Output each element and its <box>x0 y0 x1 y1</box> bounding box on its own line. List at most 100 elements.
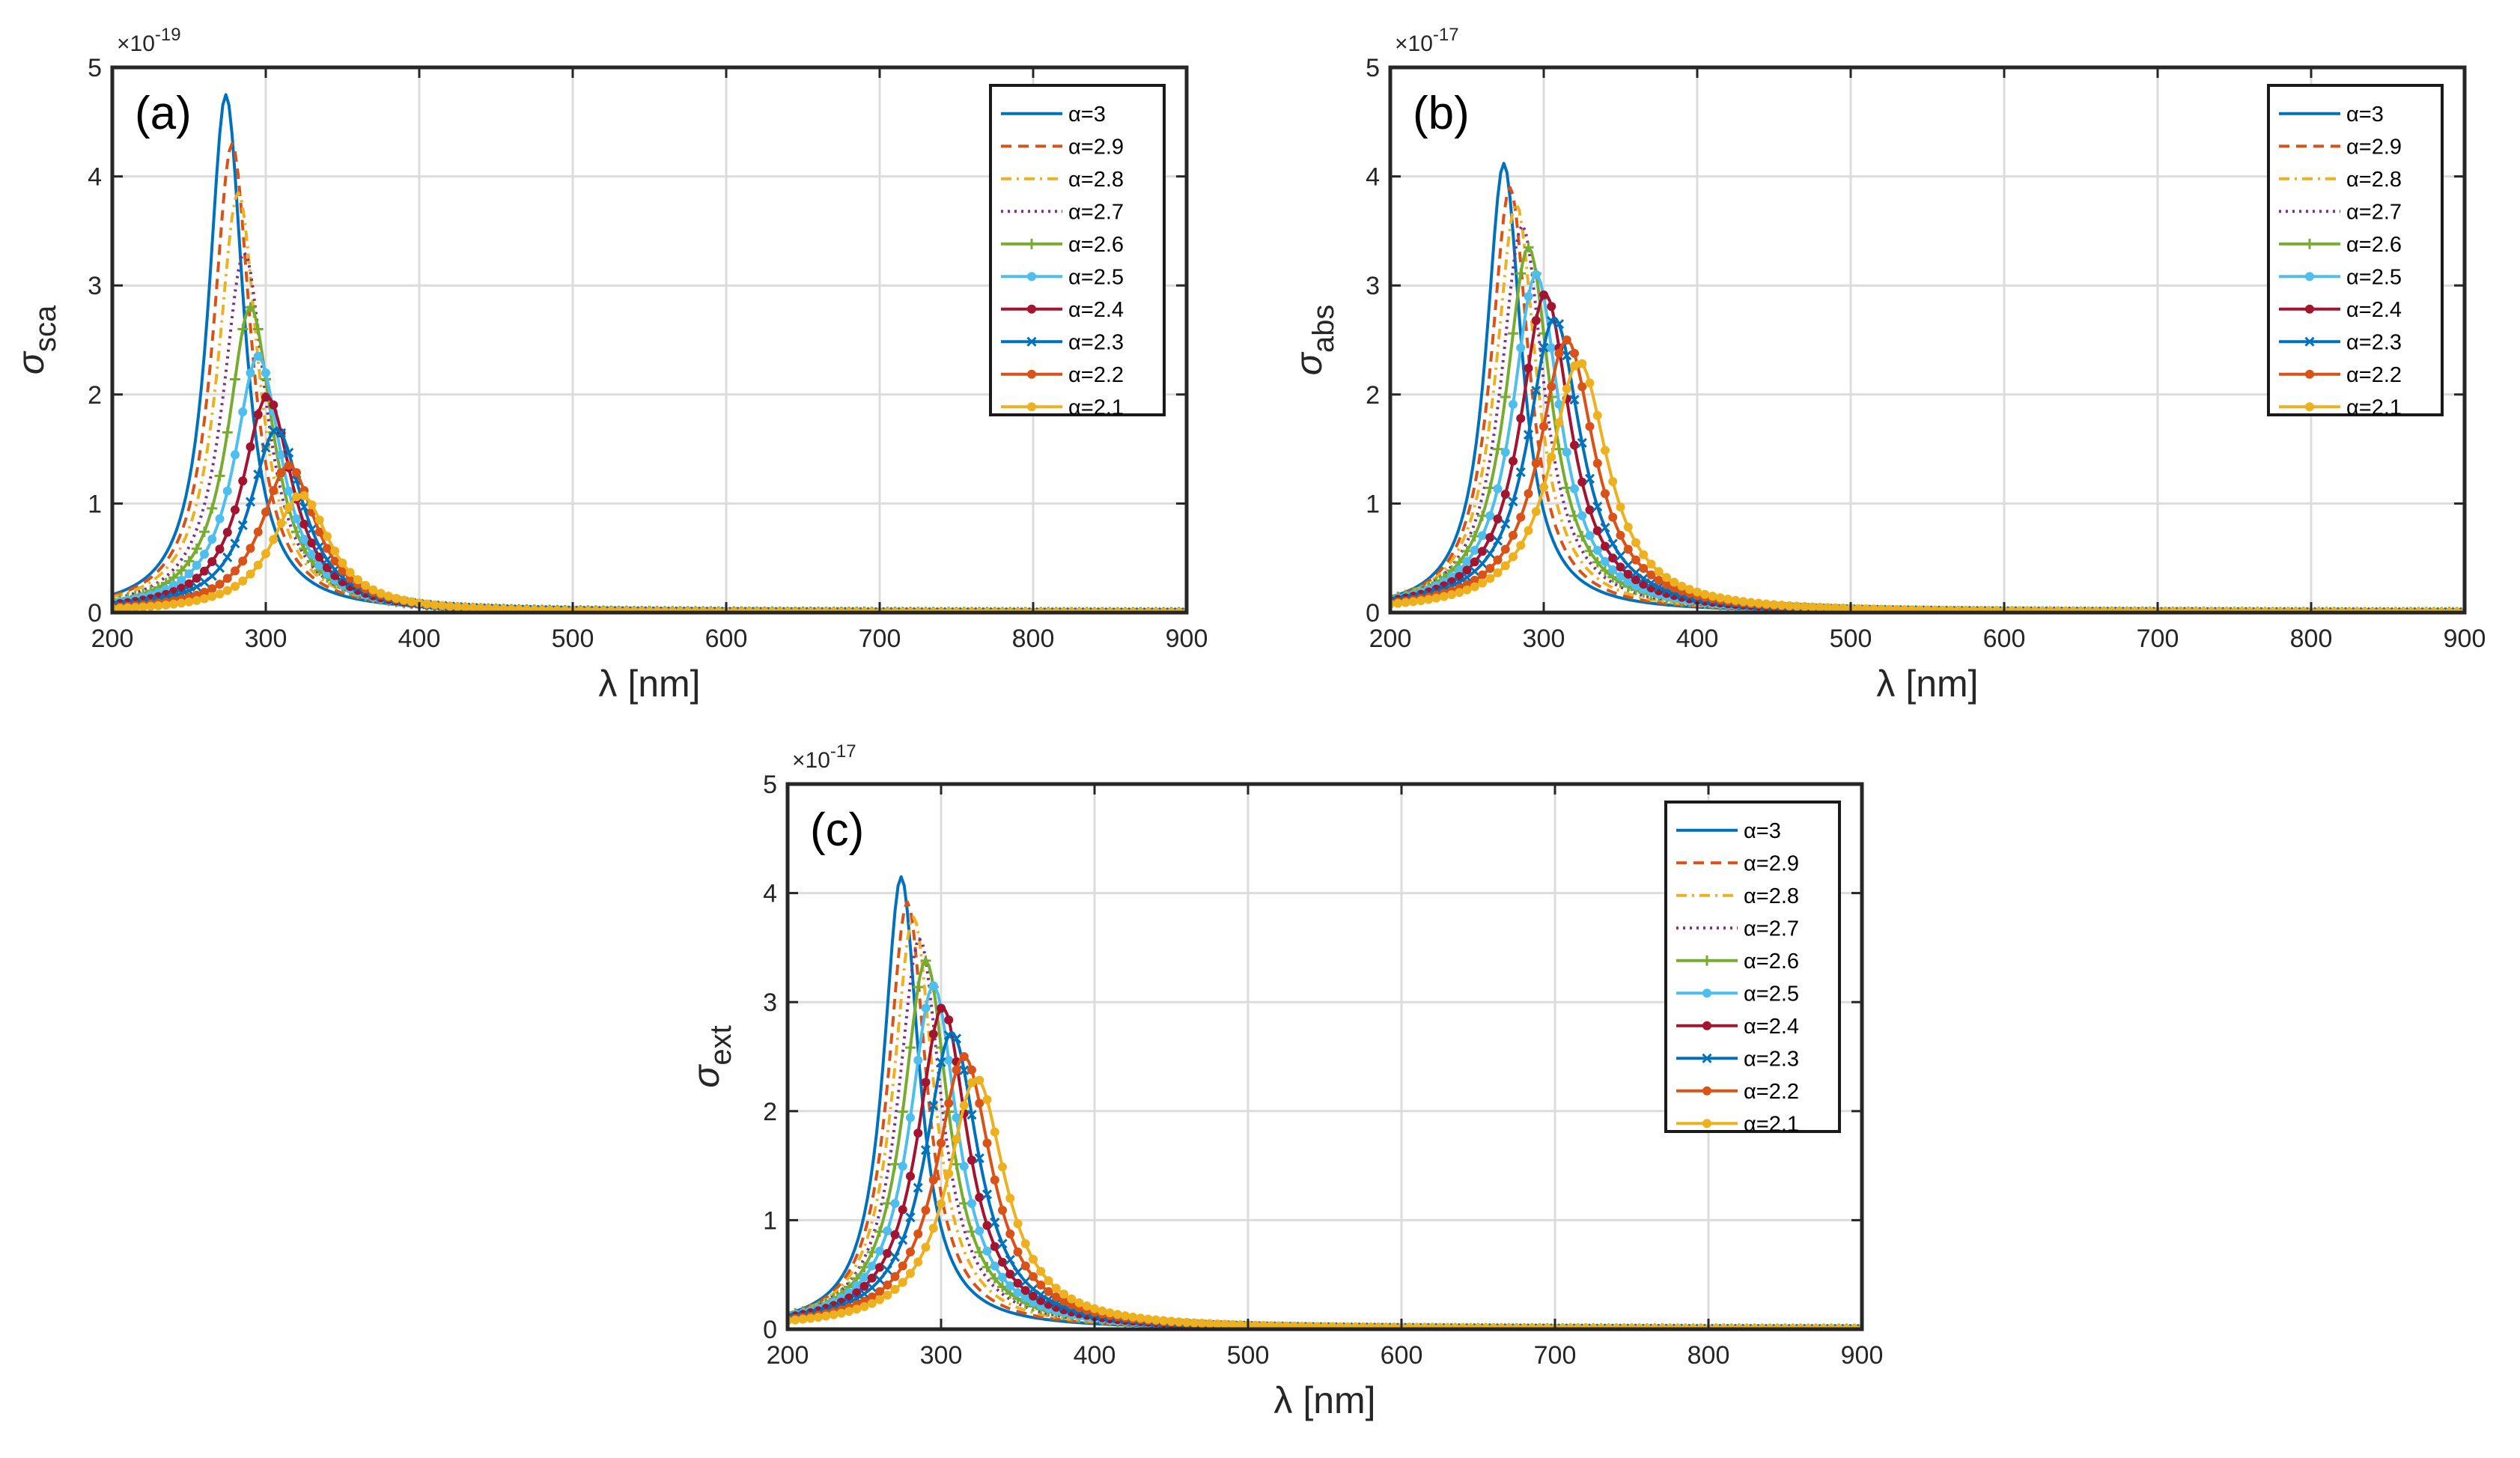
legend-entry-alpha-2.2: α=2.2 <box>1676 1080 1799 1104</box>
data-point <box>1807 602 1817 612</box>
legend-label: α=2.6 <box>2346 233 2402 257</box>
legend-entry-alpha-2.5: α=2.5 <box>2279 265 2402 289</box>
x-tick-label: 200 <box>767 1341 809 1370</box>
data-point <box>1570 484 1579 493</box>
data-point <box>422 599 432 609</box>
data-point <box>913 1129 923 1138</box>
legend-marker <box>1027 304 1036 314</box>
data-point <box>1500 447 1510 457</box>
data-point <box>246 569 255 579</box>
data-point <box>1205 1319 1214 1328</box>
data-point <box>1174 1317 1184 1327</box>
data-point <box>330 546 340 556</box>
y-tick-label: 1 <box>763 1206 777 1235</box>
x-tick-label: 300 <box>245 625 287 653</box>
data-point <box>1539 342 1549 353</box>
data-point <box>1623 577 1633 586</box>
data-point <box>1166 1316 1176 1326</box>
data-point <box>889 1158 901 1170</box>
data-point <box>261 507 270 517</box>
data-point <box>246 368 255 378</box>
legend-label: α=2.5 <box>1744 982 1799 1006</box>
data-point <box>998 1257 1007 1267</box>
legend-entry-alpha-2.1: α=2.1 <box>1001 395 1124 419</box>
data-point <box>806 1313 815 1323</box>
legend-label: α=2.5 <box>2346 265 2402 289</box>
data-point <box>237 520 248 530</box>
data-point <box>215 580 225 589</box>
legend-entry-alpha-2.9: α=2.9 <box>1676 851 1799 875</box>
data-point <box>1029 1272 1038 1281</box>
x-tick-label: 800 <box>1687 1341 1730 1370</box>
data-point <box>967 1199 976 1209</box>
data-point <box>921 1242 931 1252</box>
y-tick-label: 2 <box>1366 381 1380 410</box>
data-point <box>1035 1290 1046 1300</box>
data-point <box>238 576 248 586</box>
data-point <box>292 514 301 523</box>
data-point <box>1020 1261 1030 1271</box>
data-point <box>177 598 186 608</box>
data-point <box>1570 361 1579 371</box>
data-point <box>1500 489 1510 499</box>
data-point <box>1401 598 1410 607</box>
legend-label: α=2.4 <box>2346 298 2402 322</box>
axes-box <box>785 782 1864 1331</box>
data-point <box>1562 350 1572 361</box>
data-point <box>967 1078 976 1087</box>
data-point <box>1478 547 1487 556</box>
legend-label: α=2.3 <box>1068 330 1124 354</box>
y-tick-label: 4 <box>763 880 777 908</box>
x-tick-label: 500 <box>1227 1341 1270 1370</box>
data-point <box>200 594 209 604</box>
y-tick-label: 0 <box>1366 599 1380 628</box>
legend-entry-alpha-2.6: α=2.6 <box>2279 233 2402 257</box>
x-tick-label: 700 <box>1534 1341 1577 1370</box>
data-point <box>1577 359 1587 368</box>
x-tick-label: 900 <box>1166 625 1208 653</box>
data-point <box>1005 1254 1015 1265</box>
data-point <box>1509 399 1518 409</box>
data-point <box>453 602 463 612</box>
data-point <box>1515 268 1527 279</box>
data-point <box>1082 1301 1092 1310</box>
data-point <box>1416 596 1425 606</box>
data-point <box>1646 578 1657 589</box>
data-point <box>430 600 439 610</box>
data-point <box>1577 382 1587 392</box>
data-point <box>284 502 293 512</box>
data-point <box>821 1311 831 1321</box>
legend-marker <box>1702 1053 1712 1063</box>
y-tick-label: 4 <box>1366 163 1380 192</box>
data-point <box>906 1247 915 1257</box>
legend-marker <box>2304 238 2315 249</box>
y-multiplier: ×10-17 <box>792 741 856 773</box>
data-point <box>1531 270 1541 279</box>
data-point <box>200 550 209 559</box>
data-point <box>1105 1308 1115 1318</box>
data-point <box>468 603 478 613</box>
data-point <box>399 595 409 605</box>
data-point <box>913 1229 923 1239</box>
legend-entry-alpha-2.4: α=2.4 <box>1001 298 1124 322</box>
x-axis-label: λ [nm] <box>598 663 700 705</box>
data-point <box>944 1055 954 1065</box>
data-point <box>990 1217 1000 1227</box>
data-point <box>1029 1254 1038 1264</box>
data-point <box>192 574 201 583</box>
data-point <box>1585 422 1595 431</box>
data-point <box>215 514 225 523</box>
data-point <box>1190 1318 1199 1328</box>
legend-entry-alpha-2.9: α=2.9 <box>2279 135 2402 159</box>
data-point <box>1623 569 1633 579</box>
data-point <box>207 557 217 567</box>
data-point <box>982 1246 992 1256</box>
data-point <box>323 544 332 553</box>
data-point <box>967 1065 976 1075</box>
data-point <box>982 1221 992 1230</box>
y-tick-label: 1 <box>88 490 102 518</box>
data-point <box>959 1101 969 1111</box>
legend-entry-alpha-2.4: α=2.4 <box>1676 1015 1799 1039</box>
data-point <box>1020 1239 1030 1248</box>
